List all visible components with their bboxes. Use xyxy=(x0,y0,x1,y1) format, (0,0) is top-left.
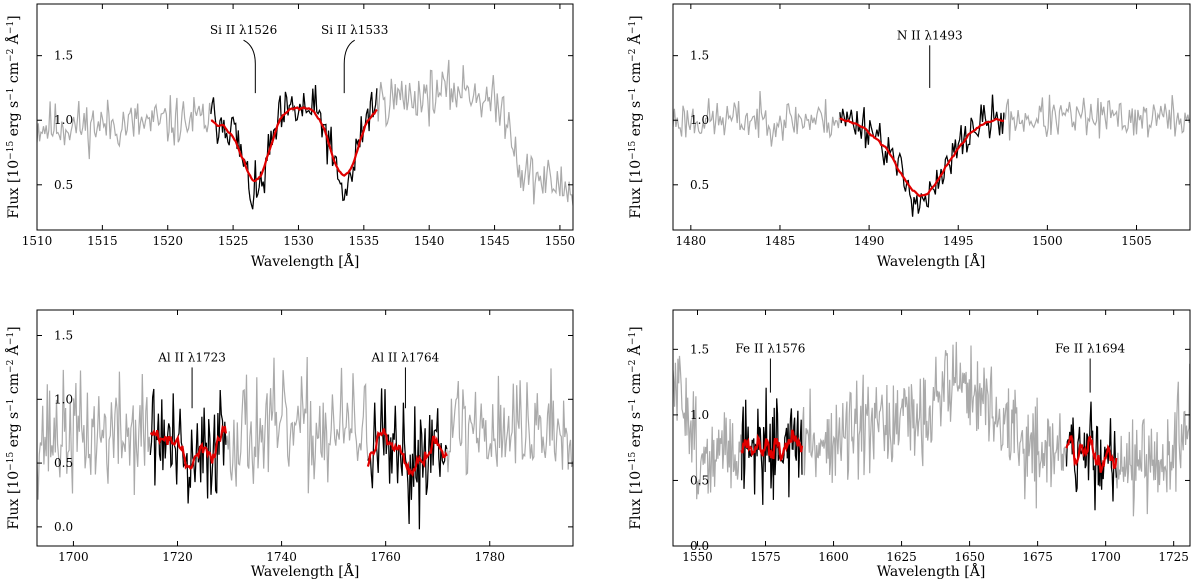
panel-n-xlabel: Wavelength [Å] xyxy=(877,252,986,270)
line-label: Si II λ1533 xyxy=(321,23,388,37)
spectrum-full-n xyxy=(673,90,1190,217)
panel-fe-xlabel: Wavelength [Å] xyxy=(877,562,986,580)
panel-si-frame xyxy=(36,3,574,231)
y-tick-label: 1.5 xyxy=(690,49,709,63)
x-tick-label: 1550 xyxy=(545,234,576,248)
line-label: Fe II λ1576 xyxy=(735,342,805,356)
x-tick-label: 1525 xyxy=(218,234,249,248)
x-tick-label: 1495 xyxy=(943,234,974,248)
line-marker xyxy=(243,39,256,94)
x-tick-label: 1530 xyxy=(283,234,314,248)
model-fit-al-2 xyxy=(366,428,448,478)
spectrum-full-si xyxy=(37,59,573,210)
x-tick-label: 1515 xyxy=(87,234,118,248)
y-tick-label: 1.5 xyxy=(690,342,709,356)
model-fit-fe-2 xyxy=(1065,435,1118,473)
y-tick-label: 1.0 xyxy=(690,113,709,127)
x-tick-label: 1535 xyxy=(349,234,380,248)
x-tick-label: 1550 xyxy=(682,550,713,564)
x-tick-label: 1490 xyxy=(854,234,885,248)
x-tick-label: 1625 xyxy=(886,550,917,564)
panel-al-frame xyxy=(36,309,574,547)
y-tick-label: 0.5 xyxy=(690,178,709,192)
x-tick-label: 1480 xyxy=(676,234,707,248)
x-tick-label: 1545 xyxy=(479,234,510,248)
line-label: Si II λ1526 xyxy=(210,23,277,37)
model-fit-al-1 xyxy=(150,424,227,470)
x-tick-label: 1500 xyxy=(1032,234,1063,248)
x-tick-label: 1780 xyxy=(474,550,505,564)
panel-al-ylabel: Flux [10−15 erg s−1 cm−2 Å−1] xyxy=(4,326,22,529)
y-tick-label: 1.0 xyxy=(690,408,709,422)
x-tick-label: 1520 xyxy=(152,234,183,248)
y-tick-label: 0.5 xyxy=(690,473,709,487)
panel-n-frame xyxy=(672,3,1191,231)
y-tick-label: 1.0 xyxy=(54,392,73,406)
panel-fe-frame xyxy=(672,309,1191,547)
spectrum-window-si-1 xyxy=(210,84,378,210)
y-tick-label: 0.5 xyxy=(54,178,73,192)
spectrum-window-al-1 xyxy=(149,388,227,504)
x-tick-label: 1540 xyxy=(414,234,445,248)
line-label: N II λ1493 xyxy=(897,28,963,42)
x-tick-label: 1760 xyxy=(370,550,401,564)
panel-fe: 1550 1575 1600 1625 1650 1675 1700 1725 0.0 0.5 1.… xyxy=(626,309,1191,580)
x-tick-label: 1720 xyxy=(162,550,193,564)
x-tick-label: 1600 xyxy=(818,550,849,564)
x-tick-label: 1700 xyxy=(1090,550,1121,564)
line-label: Al II λ1764 xyxy=(371,350,440,364)
line-label: Fe II λ1694 xyxy=(1055,342,1125,356)
spectrum-window-fe-2 xyxy=(1065,401,1117,511)
line-label: Al II λ1723 xyxy=(157,350,226,364)
y-tick-label: 0.5 xyxy=(54,456,73,470)
x-tick-label: 1485 xyxy=(765,234,796,248)
panel-si-xlabel: Wavelength [Å] xyxy=(251,252,360,270)
y-tick-label: 1.5 xyxy=(54,329,73,343)
y-tick-label: 0.0 xyxy=(690,539,709,553)
panel-n: 1480 1485 1490 1495 1500 1505 0.5 1.0 1.5 Wavele… xyxy=(626,3,1191,270)
panel-al: 1700 1720 1740 1760 1780 0.0 0.5 1.0 1.5 Wavelen… xyxy=(4,309,574,580)
panel-si: 1510 1515 1520 1525 1530 1535 1540 1545 1550 0.5 1… xyxy=(4,3,576,270)
x-tick-label: 1740 xyxy=(266,550,297,564)
line-marker xyxy=(343,39,355,94)
y-tick-label: 0.0 xyxy=(54,520,73,534)
panel-fe-ylabel: Flux [10−15 erg s−1 cm−2 Å−1] xyxy=(626,326,644,529)
x-tick-label: 1505 xyxy=(1121,234,1152,248)
x-tick-label: 1700 xyxy=(58,550,89,564)
spectrum-full-al xyxy=(37,356,573,530)
x-tick-label: 1725 xyxy=(1158,550,1189,564)
x-tick-label: 1675 xyxy=(1022,550,1053,564)
spectrum-window-n-1 xyxy=(839,94,1005,217)
x-tick-label: 1575 xyxy=(750,550,781,564)
x-tick-label: 1510 xyxy=(22,234,53,248)
model-fit-n-1 xyxy=(839,117,1005,198)
model-fit-si-1 xyxy=(210,106,378,183)
x-tick-label: 1650 xyxy=(954,550,985,564)
panel-si-ylabel: Flux [10−15 erg s−1 cm−2 Å−1] xyxy=(4,15,22,218)
panel-n-ylabel: Flux [10−15 erg s−1 cm−2 Å−1] xyxy=(626,15,644,218)
panel-al-xlabel: Wavelength [Å] xyxy=(251,562,360,580)
spectrum-window-al-2 xyxy=(367,388,448,530)
model-fit-fe-1 xyxy=(740,429,804,462)
y-tick-label: 1.0 xyxy=(54,113,73,127)
y-tick-label: 1.5 xyxy=(54,49,73,63)
